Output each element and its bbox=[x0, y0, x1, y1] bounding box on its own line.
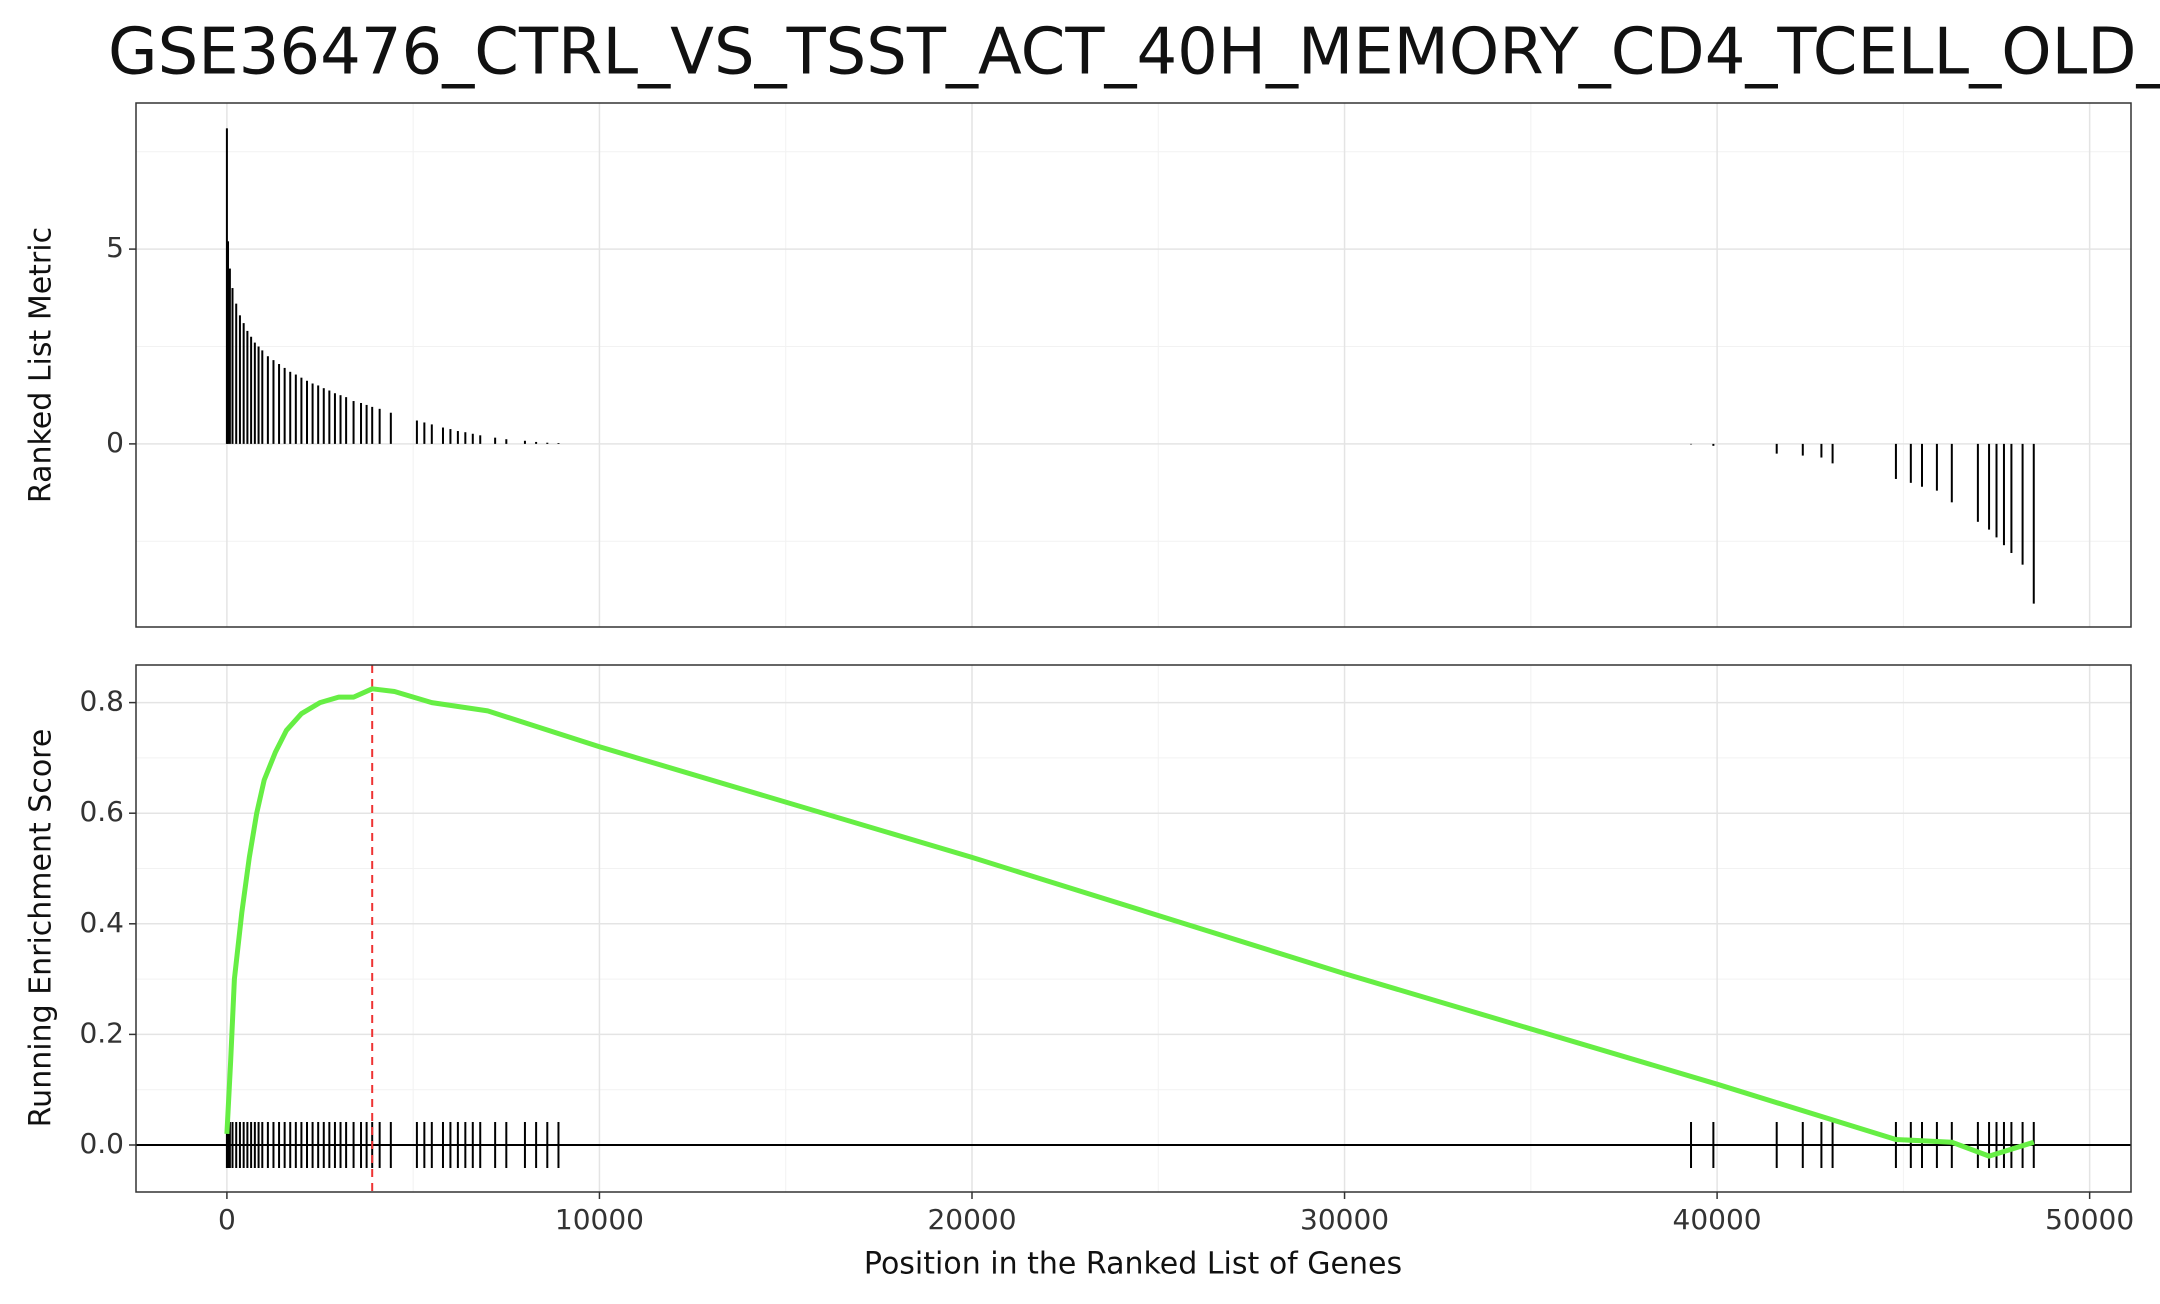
metric-bar bbox=[345, 397, 348, 444]
y-tick-label: 0.2 bbox=[79, 1016, 124, 1049]
metric-bar bbox=[494, 437, 497, 444]
metric-bar bbox=[261, 350, 264, 444]
metric-bar bbox=[227, 241, 230, 444]
metric-bar bbox=[464, 432, 467, 444]
y-tick-label: 5 bbox=[106, 231, 124, 264]
metric-bar bbox=[228, 268, 231, 444]
chart-title: GSE36476_CTRL_VS_TSST_ACT_40H_MEMORY_CD4… bbox=[108, 16, 2160, 90]
y-tick-label: 0.4 bbox=[79, 906, 124, 939]
y-axis-label: Ranked List Metric bbox=[24, 227, 59, 503]
metric-bar bbox=[1712, 443, 1715, 446]
metric-bar bbox=[389, 412, 392, 444]
metric-bar bbox=[1775, 443, 1778, 454]
metric-bar bbox=[294, 374, 297, 444]
metric-bar bbox=[1935, 443, 1938, 491]
y-tick-label: 0.0 bbox=[79, 1127, 124, 1160]
metric-bar bbox=[235, 303, 238, 444]
metric-bar bbox=[1909, 443, 1912, 483]
panel-border bbox=[135, 102, 2132, 628]
metric-bar bbox=[333, 393, 336, 444]
metric-bar bbox=[1894, 443, 1897, 479]
metric-bar bbox=[339, 395, 342, 444]
metric-bar bbox=[479, 435, 482, 444]
metric-bar bbox=[1921, 443, 1923, 487]
x-tick-label: 40000 bbox=[1673, 1203, 1762, 1236]
metric-bar bbox=[225, 128, 228, 444]
x-tick-label: 30000 bbox=[1300, 1203, 1389, 1236]
y-axis-label: Running Enrichment Score bbox=[24, 729, 59, 1128]
metric-bar bbox=[1995, 443, 1998, 538]
metric-bar bbox=[371, 406, 374, 444]
y-tick-label: 0.8 bbox=[79, 685, 124, 718]
metric-bar bbox=[415, 420, 418, 444]
metric-bar bbox=[2032, 443, 2035, 604]
metric-bar bbox=[300, 377, 303, 444]
metric-bar bbox=[238, 315, 241, 444]
metric-bar bbox=[471, 433, 474, 444]
metric-bar bbox=[257, 346, 260, 444]
metric-bar bbox=[378, 408, 381, 444]
metric-bar bbox=[322, 388, 325, 444]
metric-bar bbox=[317, 385, 320, 444]
metric-bar bbox=[523, 440, 526, 444]
es-line bbox=[224, 686, 2035, 1159]
metric-bar bbox=[266, 356, 269, 444]
metric-bar bbox=[546, 442, 549, 444]
metric-bar bbox=[360, 402, 363, 444]
metric-bar bbox=[423, 422, 426, 444]
metric-bar bbox=[1820, 443, 1823, 458]
metric-bar bbox=[283, 367, 286, 444]
x-axis-label: Position in the Ranked List of Genes bbox=[864, 1247, 1402, 1282]
metric-bar bbox=[2002, 443, 2005, 546]
metric-bar bbox=[2010, 443, 2013, 553]
x-tick-label: 50000 bbox=[2045, 1203, 2134, 1236]
metric-bar bbox=[449, 429, 452, 444]
metric-bar bbox=[2021, 443, 2024, 565]
x-tick-label: 20000 bbox=[927, 1203, 1016, 1236]
metric-bar bbox=[441, 427, 444, 444]
metric-bar bbox=[278, 364, 281, 444]
metric-bar bbox=[306, 380, 308, 444]
metric-bar bbox=[505, 439, 508, 444]
metric-bar bbox=[242, 323, 245, 444]
metric-bar bbox=[456, 431, 459, 444]
metric-bar bbox=[1950, 443, 1953, 503]
y-tick-label: 0.6 bbox=[79, 795, 124, 828]
panel-background bbox=[136, 665, 2131, 1192]
metric-bar bbox=[1976, 443, 1979, 522]
metric-bar bbox=[535, 441, 538, 444]
metric-bar bbox=[246, 330, 249, 444]
metric-bar bbox=[250, 336, 253, 444]
metric-bar bbox=[253, 342, 256, 444]
metric-bar bbox=[557, 443, 560, 444]
metric-bar bbox=[1988, 443, 1991, 530]
x-tick-label: 10000 bbox=[555, 1203, 644, 1236]
metric-bar bbox=[365, 404, 368, 444]
metric-bar bbox=[1690, 443, 1693, 445]
metric-bar bbox=[430, 424, 433, 444]
metric-bar bbox=[272, 360, 275, 444]
y-tick-label: 0 bbox=[106, 426, 124, 459]
panel-background bbox=[136, 103, 2131, 627]
metric-bar bbox=[352, 401, 355, 444]
metric-bar bbox=[231, 288, 234, 444]
metric-bar bbox=[1831, 443, 1834, 464]
metric-bar bbox=[311, 383, 314, 444]
panel-border bbox=[135, 664, 2132, 1193]
metric-bar bbox=[1801, 443, 1804, 456]
metric-bar bbox=[289, 371, 292, 444]
metric-bar bbox=[328, 390, 331, 444]
x-tick-label: 0 bbox=[218, 1203, 236, 1236]
